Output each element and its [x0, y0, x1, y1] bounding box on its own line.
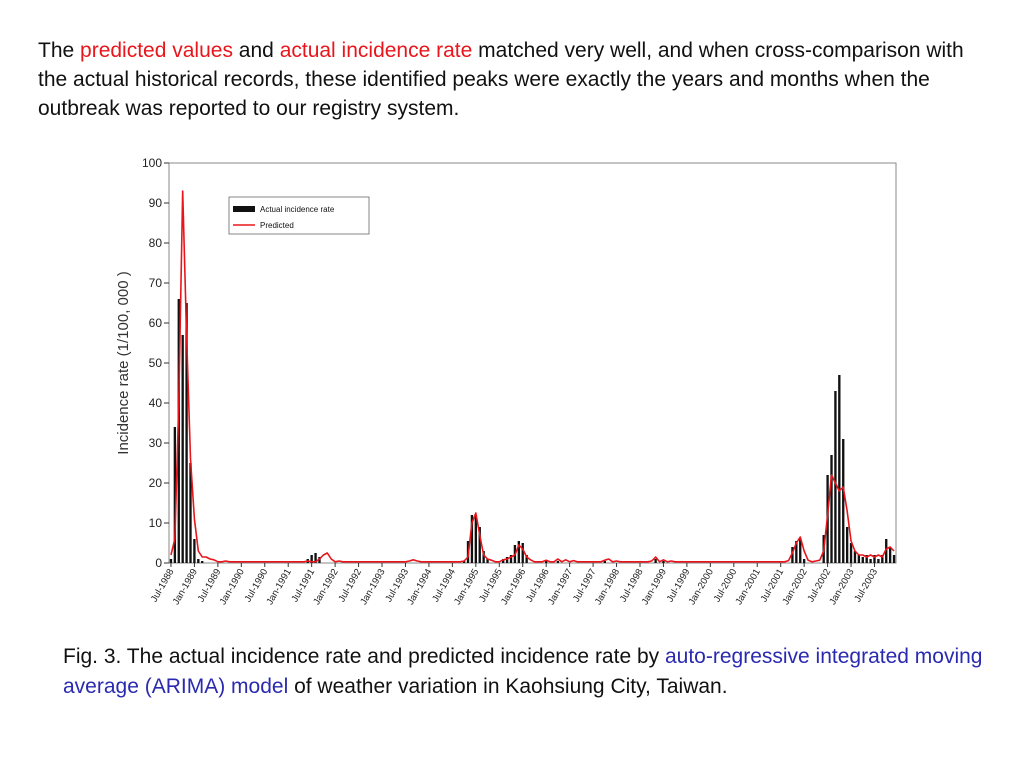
actual-bar — [885, 539, 888, 563]
y-tick-label: 60 — [149, 316, 163, 330]
actual-bar — [861, 557, 864, 563]
actual-bar — [517, 541, 520, 563]
actual-bar — [482, 551, 485, 563]
actual-bar — [662, 561, 665, 563]
actual-bar — [478, 527, 481, 563]
actual-bar — [873, 555, 876, 563]
actual-bar — [181, 335, 184, 563]
actual-bar — [505, 557, 509, 563]
caption-text-2: of weather variation in Kaohsiung City, … — [288, 675, 728, 698]
actual-bar — [169, 559, 173, 563]
actual-bar — [888, 547, 892, 563]
actual-bar — [869, 559, 872, 563]
caption-text-1: Fig. 3. The actual incidence rate and pr… — [63, 645, 665, 668]
actual-bar — [486, 559, 489, 563]
actual-bar — [795, 541, 798, 563]
actual-bar — [842, 439, 845, 563]
legend: Actual incidence rate Predicted — [228, 196, 370, 235]
actual-bar — [185, 303, 188, 563]
y-tick-label: 30 — [149, 436, 163, 450]
y-tick-label: 90 — [149, 196, 163, 210]
actual-bar — [502, 559, 505, 563]
legend-box — [228, 196, 370, 235]
actual-bar — [877, 559, 880, 563]
predicted-line — [170, 190, 895, 563]
caption-highlight-arima: auto-regressive integrated moving averag… — [63, 645, 983, 698]
actual-bar — [314, 553, 317, 563]
intro-text-3: matched very well, and when cross-compar… — [38, 39, 964, 120]
actual-bar — [881, 555, 884, 563]
actual-bar — [521, 543, 524, 563]
actual-bar — [849, 543, 853, 563]
y-tick-label: 10 — [149, 516, 163, 530]
y-tick-label: 100 — [142, 156, 162, 170]
actual-bar — [197, 559, 200, 563]
y-tick-label: 80 — [149, 236, 163, 250]
actual-bar — [791, 547, 794, 563]
actual-bar — [189, 463, 192, 563]
legend-swatch-actual — [233, 206, 255, 212]
actual-bar — [318, 557, 321, 563]
legend-label-actual: Actual incidence rate — [260, 205, 335, 214]
actual-bar — [509, 555, 513, 563]
y-tick-label: 0 — [155, 556, 162, 570]
actual-bar — [865, 555, 868, 563]
actual-bar — [310, 555, 313, 563]
x-axis: Jul-1988Jan-1989Jul-1989Jan-1990Jul-1990… — [149, 563, 880, 607]
y-tick-label: 70 — [149, 276, 163, 290]
actual-bar — [556, 561, 560, 563]
actual-bar — [177, 299, 180, 563]
actual-bar — [173, 427, 177, 563]
figure-caption: Fig. 3. The actual incidence rate and pr… — [63, 642, 983, 702]
y-axis-label: Incidence rate (1/100, 000 ) — [115, 271, 132, 454]
intro-highlight-actual: actual incidence rate — [279, 39, 473, 62]
actual-bar — [834, 391, 837, 563]
actual-bar — [603, 561, 606, 563]
intro-highlight-predicted: predicted values — [80, 39, 233, 62]
actual-bar — [799, 539, 802, 563]
intro-text-1: The — [38, 39, 81, 62]
actual-bar — [853, 551, 857, 563]
y-tick-label: 50 — [149, 356, 163, 370]
y-tick-label: 40 — [149, 396, 163, 410]
actual-bar — [857, 555, 861, 563]
actual-bar — [892, 555, 896, 563]
actual-bar — [845, 527, 849, 563]
actual-bar — [525, 555, 528, 563]
actual-bar — [654, 559, 657, 563]
actual-bars — [169, 299, 896, 563]
legend-label-predicted: Predicted — [260, 221, 294, 230]
actual-bar — [830, 455, 833, 563]
y-tick-label: 20 — [149, 476, 163, 490]
actual-bar — [838, 375, 841, 563]
actual-bar — [193, 539, 196, 563]
incidence-chart: 0 10 20 30 40 50 60 70 80 90 100 Jul-1988Jan-1989J… — [115, 156, 897, 607]
actual-bar — [462, 561, 466, 563]
intro-paragraph: The predicted values and actual incidenc… — [38, 36, 998, 123]
y-axis: 0 10 20 30 40 50 60 70 80 90 100 — [142, 156, 169, 570]
intro-text-2: and — [232, 39, 280, 62]
actual-bar — [802, 559, 806, 563]
actual-bar — [545, 561, 548, 563]
actual-bar — [201, 561, 204, 563]
actual-bar — [474, 515, 477, 563]
actual-bar — [470, 515, 474, 563]
